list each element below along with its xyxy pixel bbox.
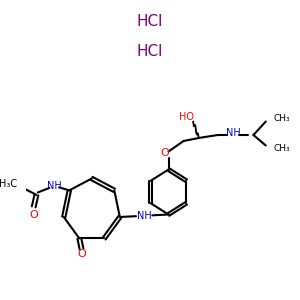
Text: NH: NH [226,128,240,139]
Text: HCl: HCl [136,14,163,28]
Text: NH: NH [137,211,152,221]
Text: O: O [161,148,170,158]
Text: O: O [30,210,39,220]
Text: H₃C: H₃C [0,179,17,189]
Text: HO: HO [179,112,194,122]
Text: O: O [77,249,86,259]
Text: CH₃: CH₃ [273,144,290,153]
Text: HCl: HCl [136,44,163,59]
Text: NH: NH [47,181,61,191]
Text: CH₃: CH₃ [273,114,290,123]
